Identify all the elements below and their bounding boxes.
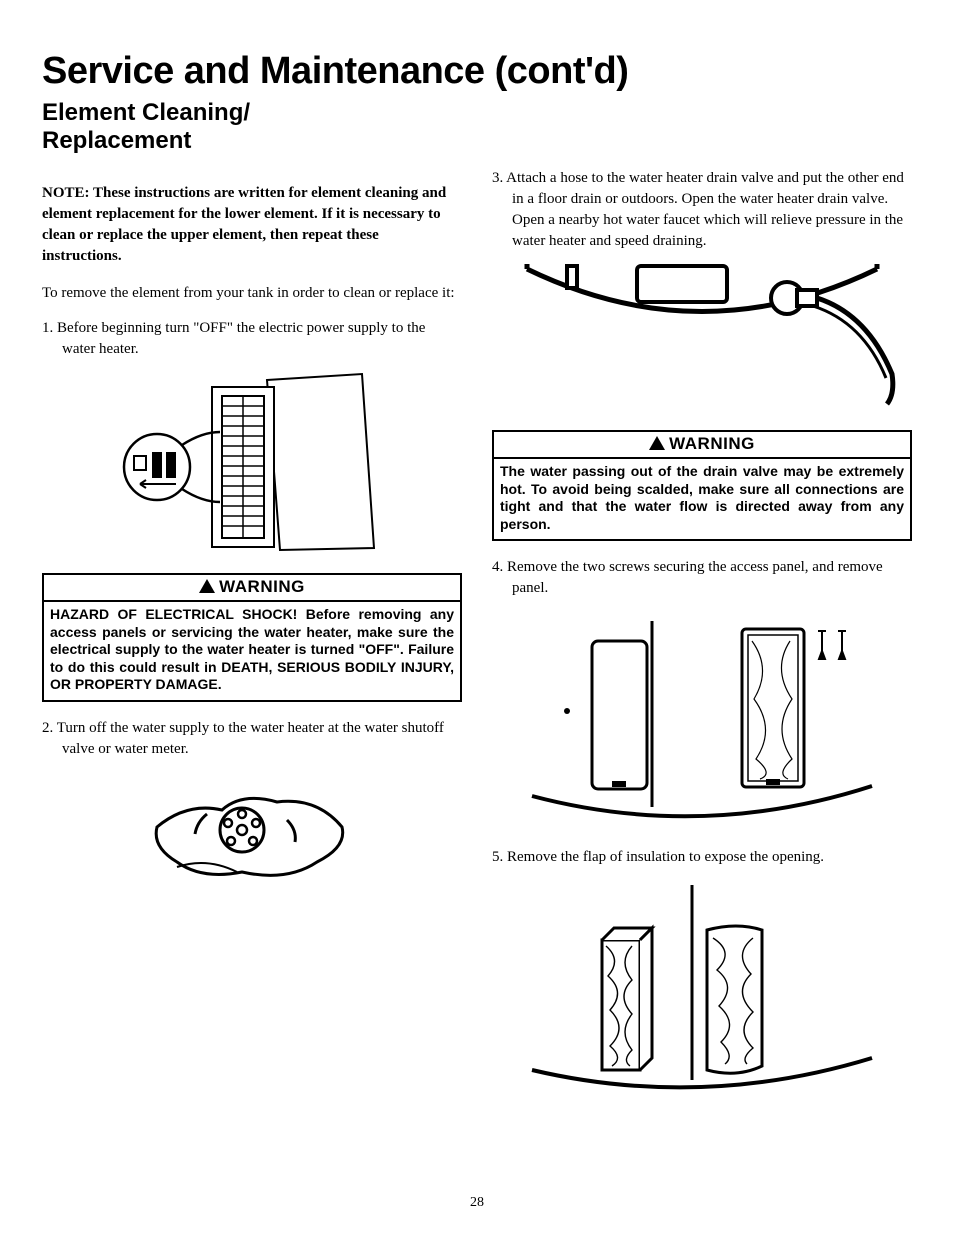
- steps-list-left-2: 2. Turn off the water supply to the wate…: [42, 718, 462, 760]
- warning-body-2: The water passing out of the drain valve…: [494, 459, 910, 539]
- steps-list-right-2: 4. Remove the two screws securing the ac…: [492, 557, 912, 599]
- step-4: 4. Remove the two screws securing the ac…: [492, 557, 912, 599]
- step-5: 5. Remove the flap of insulation to expo…: [492, 847, 912, 868]
- page-title: Service and Maintenance (cont'd): [42, 50, 912, 93]
- step-3: 3. Attach a hose to the water heater dra…: [492, 168, 912, 252]
- page-number: 28: [0, 1195, 954, 1211]
- step-1: 1. Before beginning turn "OFF" the elect…: [42, 318, 462, 360]
- warning-label-text: WARNING: [219, 577, 305, 596]
- drain-valve-hose-icon: [507, 264, 897, 414]
- warning-box-electrical: WARNING HAZARD OF ELECTRICAL SHOCK! Befo…: [42, 573, 462, 702]
- access-panel-removal-icon: [522, 611, 882, 831]
- warning-triangle-icon: [649, 435, 665, 455]
- electrical-panel-off-icon: [122, 372, 382, 557]
- steps-list-left: 1. Before beginning turn "OFF" the elect…: [42, 318, 462, 360]
- figure-hand-valve: [42, 772, 462, 887]
- left-column: NOTE: These instructions are written for…: [42, 168, 462, 1116]
- warning-triangle-icon: [199, 578, 215, 598]
- figure-electrical-panel: [42, 372, 462, 557]
- warning-label-text-2: WARNING: [669, 434, 755, 453]
- steps-list-right-3: 5. Remove the flap of insulation to expo…: [492, 847, 912, 868]
- two-column-layout: NOTE: These instructions are written for…: [42, 168, 912, 1116]
- note-label: NOTE:: [42, 185, 90, 201]
- steps-list-right-1: 3. Attach a hose to the water heater dra…: [492, 168, 912, 252]
- warning-box-scald: WARNING The water passing out of the dra…: [492, 430, 912, 541]
- intro-paragraph: To remove the element from your tank in …: [42, 283, 462, 304]
- warning-heading: WARNING: [44, 575, 460, 602]
- page: Service and Maintenance (cont'd) Element…: [0, 0, 954, 1239]
- section-subtitle: Element Cleaning/Replacement: [42, 99, 912, 154]
- figure-insulation-flap: [492, 880, 912, 1100]
- right-column: 3. Attach a hose to the water heater dra…: [492, 168, 912, 1116]
- warning-heading-2: WARNING: [494, 432, 910, 459]
- figure-drain-hose: [492, 264, 912, 414]
- warning-body-1: HAZARD OF ELECTRICAL SHOCK! Before remov…: [44, 602, 460, 700]
- hand-turning-valve-icon: [147, 772, 357, 887]
- insulation-flap-icon: [522, 880, 882, 1100]
- note-text: These instructions are written for eleme…: [42, 185, 446, 264]
- step-2: 2. Turn off the water supply to the wate…: [42, 718, 462, 760]
- figure-access-panel: [492, 611, 912, 831]
- note-paragraph: NOTE: These instructions are written for…: [42, 183, 462, 267]
